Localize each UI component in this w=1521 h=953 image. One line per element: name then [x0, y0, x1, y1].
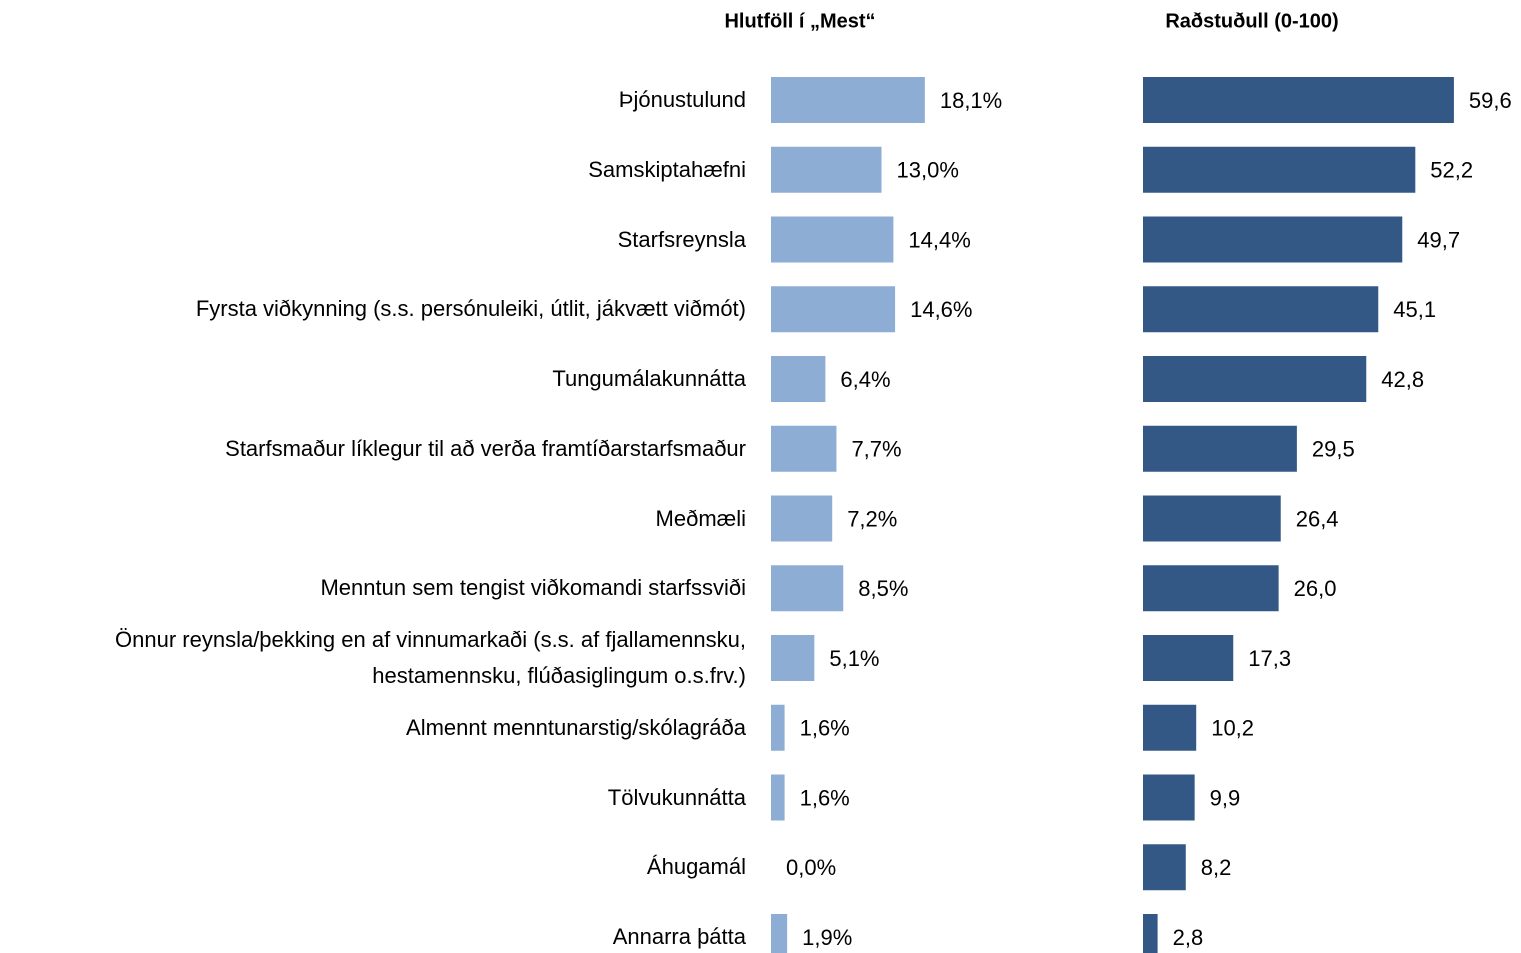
- bar: [771, 565, 844, 612]
- bar: [1143, 77, 1454, 123]
- bar: [1143, 356, 1367, 402]
- bar: [771, 77, 925, 123]
- bar: [1143, 146, 1416, 193]
- value-label: 29,5: [1312, 437, 1355, 462]
- value-label: 1,9%: [802, 925, 852, 950]
- bar: [771, 356, 826, 402]
- value-label: 9,9: [1210, 785, 1241, 810]
- bar: [1143, 216, 1403, 263]
- category-label: Menntun sem tengist viðkomandi starfssvi…: [320, 575, 746, 601]
- category-label: Starfsreynsla: [617, 226, 746, 252]
- value-label: 52,2: [1430, 158, 1473, 183]
- category-label: Tölvukunnátta: [607, 784, 746, 810]
- bar: [1143, 704, 1197, 751]
- category-label: Samskiptahæfni: [588, 156, 746, 182]
- value-label: 7,2%: [847, 506, 897, 531]
- bar: [1143, 635, 1234, 681]
- panel-title: Raðstuðull (0-100): [1165, 10, 1338, 32]
- value-label: 14,4%: [908, 227, 970, 252]
- value-label: 2,8: [1173, 925, 1204, 950]
- value-label: 7,7%: [851, 437, 901, 462]
- value-label: 8,5%: [858, 576, 908, 601]
- value-label: 6,4%: [840, 367, 890, 392]
- bar: [771, 425, 837, 472]
- value-label: 42,8: [1381, 367, 1424, 392]
- category-label: Annarra þátta: [612, 924, 746, 949]
- value-label: 26,0: [1294, 576, 1337, 601]
- value-label: 26,4: [1296, 506, 1339, 531]
- bar: [771, 914, 788, 953]
- category-label: Almennt menntunarstig/skólagráða: [406, 714, 746, 740]
- value-label: 59,6: [1469, 88, 1512, 113]
- value-label: 0,0%: [786, 855, 836, 880]
- value-label: 14,6%: [910, 297, 972, 322]
- value-label: 8,2: [1201, 855, 1232, 880]
- category-label: Áhugamál: [646, 854, 746, 880]
- bar: [1143, 495, 1281, 542]
- bar: [1143, 286, 1379, 333]
- bar: [771, 704, 785, 751]
- category-label: Fyrsta viðkynning (s.s. persónuleiki, út…: [195, 296, 746, 322]
- value-label: 1,6%: [800, 785, 850, 810]
- value-label: 18,1%: [940, 88, 1002, 113]
- bar: [1143, 844, 1186, 891]
- bar: [771, 146, 882, 193]
- value-label: 10,2: [1211, 716, 1254, 741]
- bar: [1143, 774, 1195, 821]
- bar: [1143, 565, 1279, 612]
- category-label: Þjónustulund: [618, 87, 746, 112]
- bar: [1143, 914, 1158, 953]
- value-label: 49,7: [1417, 227, 1460, 252]
- bar: [771, 495, 833, 542]
- category-label: Önnur reynsla/þekking en af vinnumarkaði…: [115, 627, 746, 688]
- category-label: Starfsmaður líklegur til að verða framtí…: [225, 435, 746, 461]
- category-label: Meðmæli: [655, 505, 746, 531]
- value-label: 5,1%: [829, 646, 879, 671]
- bar: [771, 286, 896, 333]
- category-label: Tungumálakunnátta: [552, 366, 746, 391]
- bar: [771, 774, 785, 821]
- value-label: 17,3: [1248, 646, 1291, 671]
- panel-title: Hlutföll í „Mest“: [724, 10, 875, 32]
- bar: [1143, 425, 1297, 472]
- bar: [771, 216, 894, 263]
- value-label: 45,1: [1393, 297, 1436, 322]
- bar: [771, 635, 815, 681]
- value-label: 1,6%: [800, 716, 850, 741]
- value-label: 13,0%: [897, 158, 959, 183]
